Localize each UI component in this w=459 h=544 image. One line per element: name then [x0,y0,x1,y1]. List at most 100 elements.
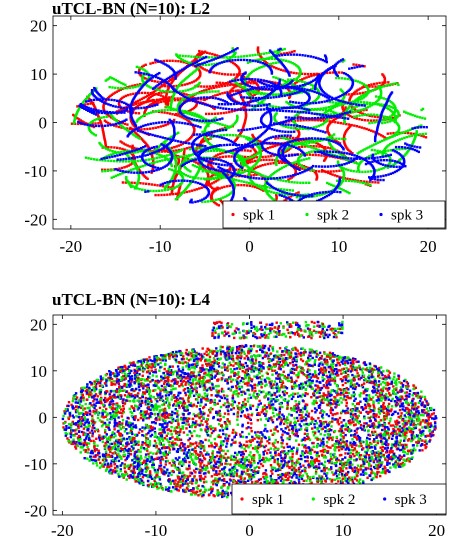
data-point-spk3 [105,102,108,105]
data-point-spk3 [283,53,287,56]
data-point-spk3 [273,85,276,88]
scatter-panel-l2: uTCL-BN (N=10): L2 -20 -10 0 10 20 20 10 0 -10 -20… [24,0,447,256]
data-point-spk1 [118,104,121,107]
data-point-spk3 [244,198,247,201]
data-point-spk1 [271,81,274,84]
data-point-spk2 [354,79,357,82]
data-point-spk2 [404,153,407,156]
data-point-spk1 [160,98,163,101]
data-point-spk1 [372,130,375,133]
data-point-spk1 [383,136,386,139]
data-point-spk2 [240,155,243,159]
data-point-spk1 [243,169,246,172]
data-point-spk1 [241,126,245,130]
data-point-spk1 [168,122,171,125]
data-point-spk2 [187,88,190,92]
data-point-spk1 [169,78,172,81]
data-point-spk2 [184,167,187,170]
data-point-spk2 [288,103,291,106]
data-point-spk1 [381,81,384,84]
data-point-spk2 [171,176,174,179]
data-point-spk2 [179,155,183,158]
data-point-spk2 [295,77,299,80]
data-point-spk1 [101,127,104,130]
data-point-spk1 [334,121,337,124]
data-point-spk3 [188,64,191,67]
data-point-spk2 [179,173,183,176]
data-point-spk2 [424,132,427,135]
data-point-spk2 [182,173,186,176]
data-point-spk2 [195,115,199,118]
data-point-spk2 [384,165,387,169]
data-point-spk3 [400,162,403,165]
data-point-spk2 [175,185,179,188]
data-point-spk2 [136,85,139,88]
data-point-spk1 [367,84,371,87]
data-point-spk2 [269,186,272,189]
data-point-spk1 [359,92,362,95]
data-point-spk1 [226,73,230,76]
data-point-spk2 [140,83,144,86]
data-point-spk2 [109,149,112,152]
data-point-spk2 [194,174,198,177]
data-point-spk1 [262,176,266,179]
data-point-spk2 [411,113,414,117]
data-point-spk2 [269,62,272,66]
data-point-spk3 [232,173,235,176]
data-point-spk1 [161,185,165,188]
data-point-spk3 [123,152,127,155]
data-point-spk3 [203,56,206,60]
data-point-spk1 [251,147,255,150]
data-point-spk3 [286,70,290,74]
data-point-spk2 [287,80,290,84]
data-point-spk3 [160,143,163,146]
data-point-spk2 [74,116,77,119]
data-point-spk3 [243,58,246,62]
data-point-spk3 [233,141,236,145]
data-point-spk1 [294,82,297,85]
data-point-spk3 [100,124,104,128]
data-point-spk2 [300,91,303,94]
data-point-spk2 [97,117,100,120]
data-point-spk1 [251,160,254,163]
data-point-spk2 [295,64,298,67]
data-point-spk1 [387,81,390,84]
data-point-spk2 [193,55,196,58]
data-point-spk1 [211,52,214,56]
data-point-spk2 [385,152,388,156]
data-point-spk1 [305,118,308,122]
data-point-spk3 [231,143,235,146]
data-point-spk3 [220,163,223,166]
data-point-spk1 [188,82,191,85]
data-point-spk3 [169,138,172,141]
data-point-spk3 [101,98,104,101]
data-point-spk2 [359,181,362,184]
data-point-spk1 [351,178,354,181]
data-point-spk2 [174,162,178,165]
data-point-spk2 [277,168,280,172]
data-point-spk2 [329,100,332,104]
data-point-spk2 [147,75,151,78]
data-point-spk2 [340,166,344,169]
data-point-spk2 [143,69,147,72]
data-point-spk1 [244,116,247,120]
data-point-spk1 [207,168,211,171]
data-point-spk2 [254,53,257,57]
data-point-spk2 [248,54,251,57]
data-point-spk1 [184,117,187,121]
data-point-spk3 [101,100,104,103]
data-point-spk1 [153,80,156,83]
data-point-spk1 [278,161,281,165]
data-point-spk2 [186,159,189,162]
data-point-spk2 [242,160,246,163]
data-point-spk2 [195,113,199,116]
data-point-spk2 [392,163,395,166]
data-point-spk1 [251,79,254,82]
data-point-spk1 [347,148,350,152]
data-point-spk3 [92,108,95,111]
data-point-spk2 [403,136,406,140]
data-point-spk2 [397,128,401,131]
data-point-spk2 [283,47,286,51]
data-point-spk1 [324,148,327,151]
data-point-spk1 [230,155,233,158]
